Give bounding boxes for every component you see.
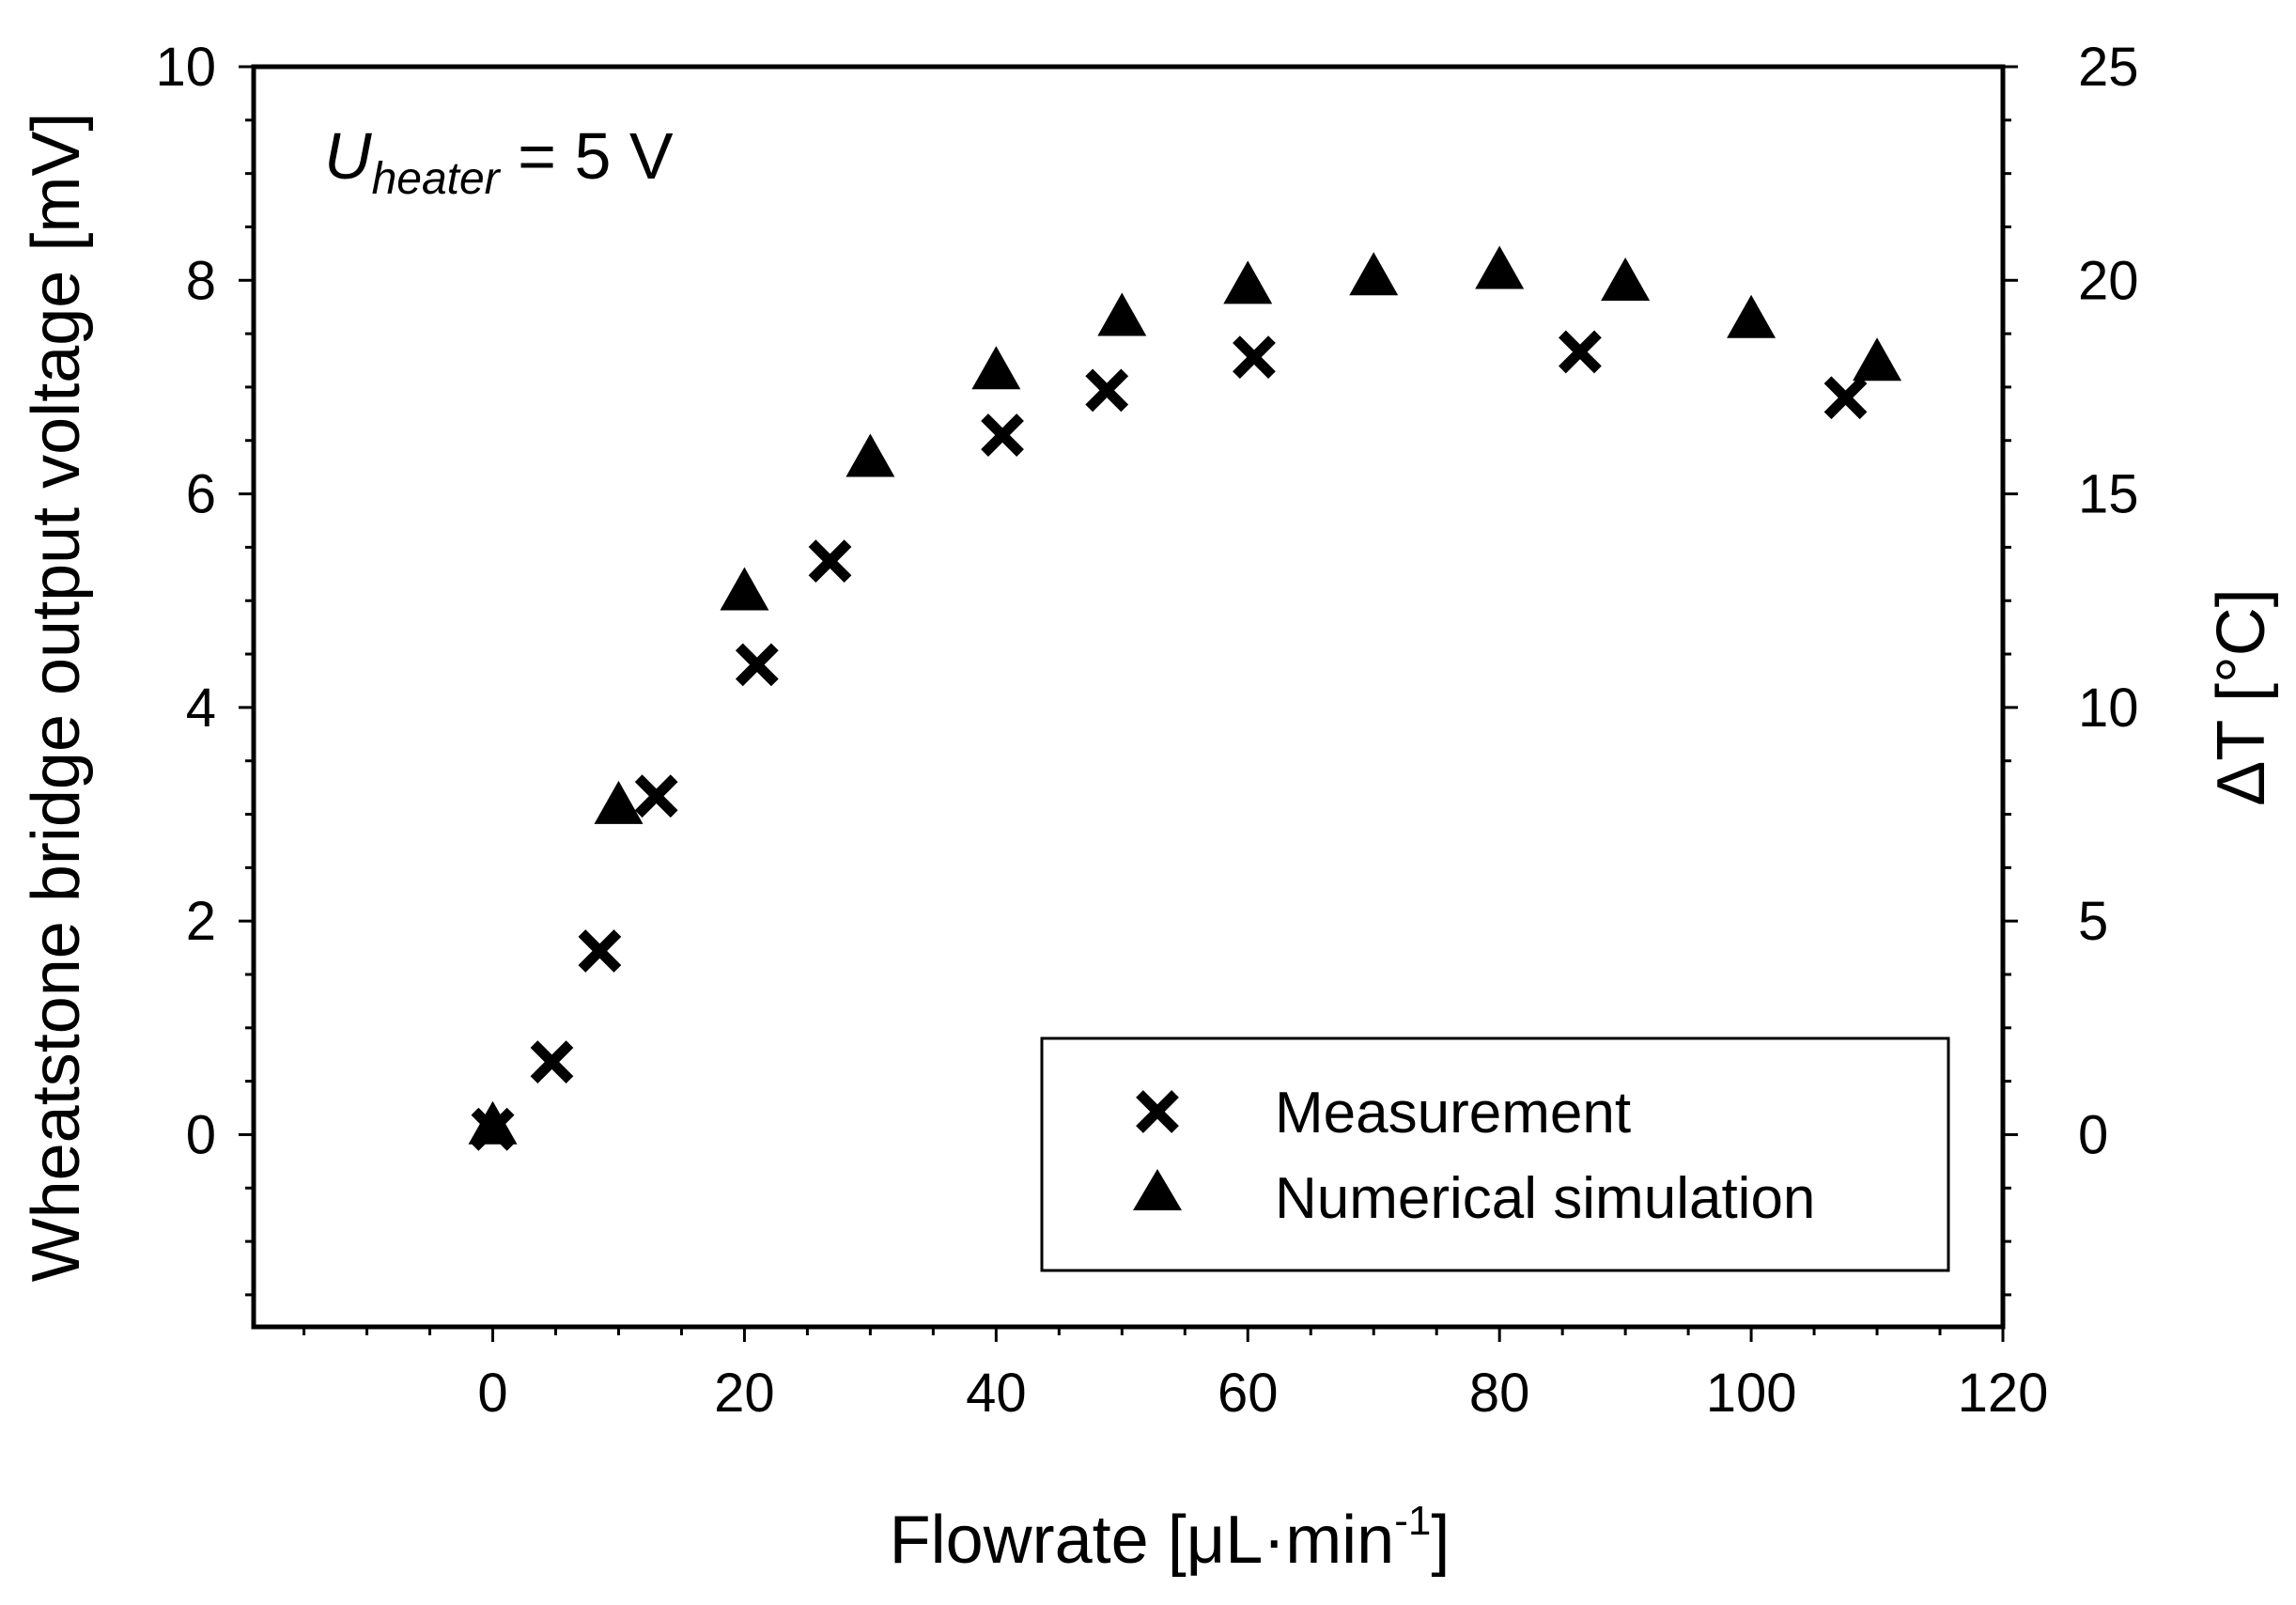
measurement-point bbox=[981, 413, 1024, 457]
x-tick-label: 120 bbox=[1958, 1363, 2049, 1424]
data-points bbox=[468, 245, 1902, 1151]
y2-tick-label: 15 bbox=[2078, 464, 2139, 525]
measurement-point bbox=[1085, 368, 1129, 413]
measurement-point bbox=[530, 1040, 574, 1084]
simulation-point bbox=[720, 567, 769, 611]
y2-tick-label: 25 bbox=[2078, 37, 2139, 98]
y2-tick-label: 10 bbox=[2078, 678, 2139, 739]
simulation-point bbox=[468, 1100, 518, 1145]
legend-simulation-label: Numerical simulation bbox=[1275, 1166, 1815, 1231]
x-axis-title: Flowrate [μL·min-1] bbox=[890, 1498, 1451, 1578]
y-tick-label: 6 bbox=[186, 464, 216, 525]
simulation-point bbox=[594, 780, 644, 824]
legend-measurement-label: Measurement bbox=[1275, 1081, 1631, 1145]
legend-measurement-marker-icon bbox=[1136, 1090, 1179, 1133]
x-tick-label: 80 bbox=[1469, 1363, 1530, 1424]
heater-voltage-annotation: Uheater = 5 V bbox=[324, 119, 674, 204]
y2-tick-label: 0 bbox=[2078, 1104, 2108, 1165]
x-tick-label: 0 bbox=[477, 1363, 507, 1424]
measurement-point bbox=[735, 643, 779, 687]
measurement-point bbox=[634, 774, 678, 818]
measurement-point bbox=[1823, 376, 1868, 420]
y-tick-label: 10 bbox=[155, 37, 216, 98]
simulation-point bbox=[971, 346, 1021, 390]
legend: Measurement Numerical simulation bbox=[1040, 1036, 1950, 1272]
y2-tick-label: 20 bbox=[2078, 250, 2139, 311]
y-tick-label: 4 bbox=[186, 678, 216, 739]
measurement-point bbox=[1233, 335, 1276, 380]
y-tick-label: 8 bbox=[186, 250, 216, 311]
simulation-point bbox=[1475, 245, 1525, 289]
y-tick-label: 2 bbox=[186, 891, 216, 952]
y2-tick-label: 5 bbox=[2078, 891, 2108, 952]
simulation-point bbox=[1601, 257, 1651, 301]
measurement-point bbox=[1559, 330, 1602, 374]
measurement-point bbox=[808, 539, 852, 584]
y-axis-title: Wheatstone bridge output voltage [mV] bbox=[19, 113, 94, 1283]
x-tick-label: 40 bbox=[966, 1363, 1027, 1424]
y-axis-ticks: 0 2 4 6 8 10 bbox=[155, 37, 254, 1297]
x-tick-label: 20 bbox=[714, 1363, 775, 1424]
simulation-point bbox=[1097, 292, 1147, 336]
measurement-point bbox=[578, 929, 622, 973]
legend-box bbox=[1040, 1036, 1950, 1272]
simulation-point bbox=[1349, 252, 1399, 296]
x-tick-label: 100 bbox=[1706, 1363, 1797, 1424]
simulation-point bbox=[1727, 294, 1776, 338]
x-axis-ticks: 0 20 40 60 80 100 120 bbox=[303, 1327, 2049, 1424]
simulation-point bbox=[1223, 260, 1273, 304]
simulation-point bbox=[1853, 337, 1902, 382]
legend-simulation-marker-icon bbox=[1133, 1169, 1182, 1210]
simulation-point bbox=[845, 433, 895, 477]
y2-axis-title: ΔT [°C] bbox=[2204, 588, 2279, 806]
x-tick-label: 60 bbox=[1218, 1363, 1279, 1424]
y2-axis-ticks: 0 5 10 15 20 25 bbox=[2003, 37, 2139, 1297]
plot-frame bbox=[251, 64, 2006, 1330]
y-tick-label: 0 bbox=[186, 1104, 216, 1165]
